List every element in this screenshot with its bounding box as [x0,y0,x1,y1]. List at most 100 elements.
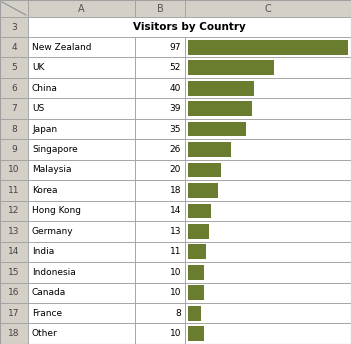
Bar [135,0,185,17]
Bar [185,119,351,139]
Bar [188,142,231,157]
Bar [0,57,28,78]
Text: 40: 40 [170,84,181,93]
Bar [135,323,185,344]
Text: Indonesia: Indonesia [32,268,76,277]
Bar [28,160,135,180]
Text: 17: 17 [8,309,20,318]
Text: 97: 97 [170,43,181,52]
Text: A: A [78,3,85,13]
Bar [188,40,348,55]
Bar [188,163,221,178]
Bar [28,180,135,201]
Text: China: China [32,84,58,93]
Bar [185,180,351,201]
Text: Germany: Germany [32,227,74,236]
Bar [135,221,185,241]
Text: 13: 13 [8,227,20,236]
Bar [188,101,252,116]
Bar [188,286,205,300]
Bar [185,221,351,241]
Bar [185,139,351,160]
Bar [0,180,28,201]
Bar [0,98,28,119]
Bar [135,119,185,139]
Text: Other: Other [32,329,58,338]
Bar [185,241,351,262]
Bar [188,60,274,75]
Bar [135,160,185,180]
Bar [185,78,351,98]
Bar [185,201,351,221]
Bar [28,262,135,282]
Text: 3: 3 [11,22,17,32]
Text: 9: 9 [11,145,17,154]
Text: 20: 20 [170,165,181,174]
Bar [0,241,28,262]
Bar [0,262,28,282]
Bar [188,204,211,218]
Text: 18: 18 [8,329,20,338]
Bar [0,221,28,241]
Bar [185,37,351,57]
Text: 10: 10 [170,329,181,338]
Text: US: US [32,104,44,113]
Bar [135,262,185,282]
Text: 5: 5 [11,63,17,72]
Text: 14: 14 [170,206,181,215]
Bar [135,37,185,57]
Bar [135,78,185,98]
Bar [28,37,135,57]
Text: 26: 26 [170,145,181,154]
Bar [185,303,351,323]
Bar [28,0,135,17]
Text: 12: 12 [8,206,20,215]
Bar [135,57,185,78]
Text: France: France [32,309,62,318]
Text: 11: 11 [170,247,181,256]
Text: 16: 16 [8,288,20,297]
Text: Hong Kong: Hong Kong [32,206,81,215]
Text: 8: 8 [175,309,181,318]
Bar [28,57,135,78]
Bar [135,241,185,262]
Bar [0,139,28,160]
Bar [185,160,351,180]
Bar [188,81,254,96]
Bar [0,37,28,57]
Bar [28,241,135,262]
Text: 6: 6 [11,84,17,93]
Bar [188,183,218,198]
Bar [28,201,135,221]
Bar [185,0,351,17]
Text: Singapore: Singapore [32,145,78,154]
Bar [28,282,135,303]
Bar [188,245,206,259]
Bar [135,180,185,201]
Text: B: B [157,3,163,13]
Text: 35: 35 [170,125,181,133]
Bar [135,98,185,119]
Bar [0,17,28,37]
Text: 14: 14 [8,247,20,256]
Text: C: C [265,3,271,13]
Bar [28,221,135,241]
Bar [135,303,185,323]
Text: 13: 13 [170,227,181,236]
Bar [135,201,185,221]
Bar [0,303,28,323]
Text: Canada: Canada [32,288,66,297]
Bar [188,326,205,341]
Bar [185,323,351,344]
Text: 10: 10 [8,165,20,174]
Text: 10: 10 [170,268,181,277]
Bar [28,303,135,323]
Text: New Zealand: New Zealand [32,43,92,52]
Bar [0,201,28,221]
Bar [28,139,135,160]
Text: 7: 7 [11,104,17,113]
Bar [0,323,28,344]
Bar [28,98,135,119]
Bar [0,282,28,303]
Text: 4: 4 [11,43,17,52]
